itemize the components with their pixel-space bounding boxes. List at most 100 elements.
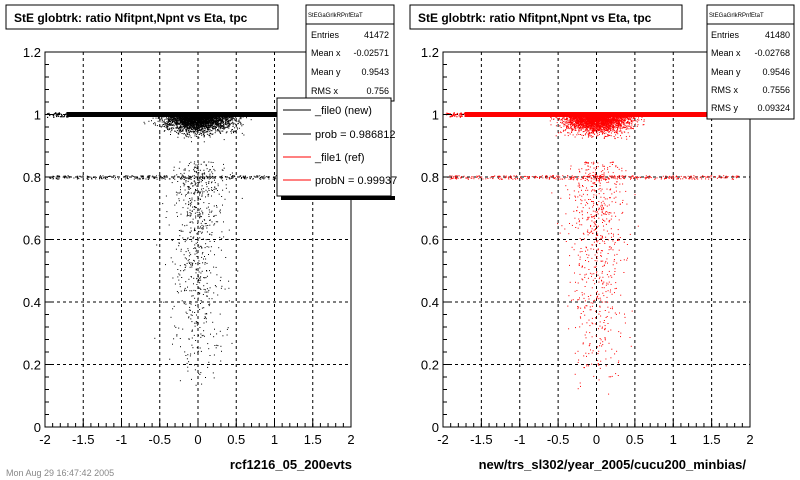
left-point: [169, 119, 171, 121]
left-point: [205, 165, 207, 167]
left-point: [212, 372, 214, 374]
left-point: [173, 127, 175, 129]
left-point: [195, 268, 197, 270]
left-point: [184, 118, 186, 120]
left-point: [188, 338, 190, 340]
left-point: [275, 175, 277, 177]
right-point: [617, 127, 619, 129]
right-point: [605, 117, 607, 119]
left-point: [161, 178, 163, 180]
left-point: [154, 124, 156, 126]
left-point: [218, 124, 220, 126]
left-point: [163, 301, 165, 303]
right-point: [452, 115, 454, 117]
left-point: [215, 221, 217, 223]
left-point: [193, 236, 195, 238]
left-point: [117, 176, 119, 178]
left-point: [179, 286, 181, 288]
left-point: [207, 126, 209, 128]
left-point: [178, 198, 180, 200]
left-point: [207, 119, 209, 121]
left-point: [203, 118, 205, 120]
left-point: [175, 118, 177, 120]
left-point: [211, 232, 213, 233]
left-point: [196, 252, 198, 254]
left-point: [209, 303, 211, 305]
left-point: [186, 128, 188, 130]
left-point: [223, 120, 225, 122]
left-point: [214, 122, 216, 124]
left-point: [182, 125, 184, 127]
left-point: [263, 178, 265, 180]
left-point: [185, 195, 186, 197]
left-point: [182, 230, 184, 232]
left-point: [211, 234, 213, 236]
left-point: [95, 178, 97, 180]
left-point: [176, 212, 178, 214]
left-point: [214, 254, 215, 256]
left-point: [195, 164, 197, 166]
left-point: [189, 202, 191, 204]
legend-label-1: prob = 0.986812: [315, 129, 395, 141]
left-point: [190, 303, 192, 305]
left-point: [260, 177, 261, 178]
left-point: [143, 121, 145, 123]
left-point: [214, 285, 216, 286]
left-point: [186, 124, 188, 126]
left-point: [176, 291, 178, 292]
left-point: [198, 181, 200, 183]
left-point: [200, 133, 202, 135]
left-point: [196, 324, 198, 326]
left-point: [182, 116, 184, 118]
left-point: [220, 133, 222, 134]
left-point: [196, 125, 198, 127]
left-point: [213, 168, 215, 170]
left-point: [272, 177, 274, 179]
left-point: [209, 127, 211, 129]
left-point: [230, 117, 232, 118]
right-point: [617, 137, 619, 138]
left-point: [217, 120, 219, 122]
left-point: [185, 126, 187, 128]
right-point: [560, 132, 562, 134]
right-point: [589, 128, 591, 130]
left-point: [198, 172, 200, 174]
right-point: [638, 117, 639, 119]
right-title: StE globtrk: ratio Nfitpnt,Npnt vs Eta, …: [418, 11, 652, 25]
left-point: [54, 113, 56, 115]
left-point: [228, 125, 230, 127]
right-point: [455, 113, 458, 116]
left-point: [197, 177, 198, 179]
left-point: [224, 117, 226, 119]
left-point: [172, 118, 174, 120]
left-point: [202, 125, 204, 127]
left-point: [203, 288, 205, 290]
left-point: [219, 119, 220, 121]
left-point: [220, 276, 222, 278]
right-point: [598, 121, 600, 123]
left-point: [214, 170, 216, 172]
left-point: [199, 122, 201, 124]
left-point: [227, 124, 229, 126]
left-point: [200, 336, 202, 338]
left-x-tick-label-0: -2: [39, 432, 51, 447]
right-point: [566, 117, 567, 119]
left-point: [215, 130, 217, 132]
left-point: [216, 117, 218, 119]
left-point: [148, 177, 150, 179]
left-point: [199, 120, 201, 122]
left-point: [211, 182, 212, 184]
left-point: [222, 204, 223, 206]
left-point: [274, 177, 276, 179]
left-point: [225, 122, 226, 124]
left-point: [198, 271, 200, 273]
left-point: [206, 121, 208, 123]
left-point: [180, 250, 182, 252]
left-point: [200, 181, 202, 183]
left-point: [204, 124, 206, 126]
left-point: [198, 180, 200, 182]
left-point: [197, 117, 199, 119]
left-point: [218, 122, 220, 124]
left-point: [201, 190, 203, 192]
